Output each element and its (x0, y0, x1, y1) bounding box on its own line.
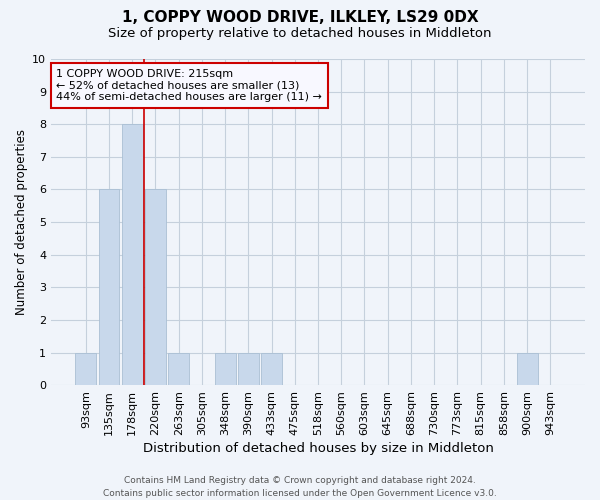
Text: Contains HM Land Registry data © Crown copyright and database right 2024.
Contai: Contains HM Land Registry data © Crown c… (103, 476, 497, 498)
Bar (75, 352, 96, 385)
Text: 1, COPPY WOOD DRIVE, ILKLEY, LS29 0DX: 1, COPPY WOOD DRIVE, ILKLEY, LS29 0DX (122, 10, 478, 25)
Bar (517, 352, 538, 385)
Bar (215, 352, 236, 385)
Bar (122, 124, 143, 385)
Bar (238, 352, 259, 385)
Bar (168, 352, 189, 385)
Y-axis label: Number of detached properties: Number of detached properties (15, 129, 28, 315)
Text: 1 COPPY WOOD DRIVE: 215sqm
← 52% of detached houses are smaller (13)
44% of semi: 1 COPPY WOOD DRIVE: 215sqm ← 52% of deta… (56, 69, 322, 102)
Bar (98, 190, 119, 385)
X-axis label: Distribution of detached houses by size in Middleton: Distribution of detached houses by size … (143, 442, 493, 455)
Text: Size of property relative to detached houses in Middleton: Size of property relative to detached ho… (108, 28, 492, 40)
Bar (261, 352, 282, 385)
Bar (145, 190, 166, 385)
